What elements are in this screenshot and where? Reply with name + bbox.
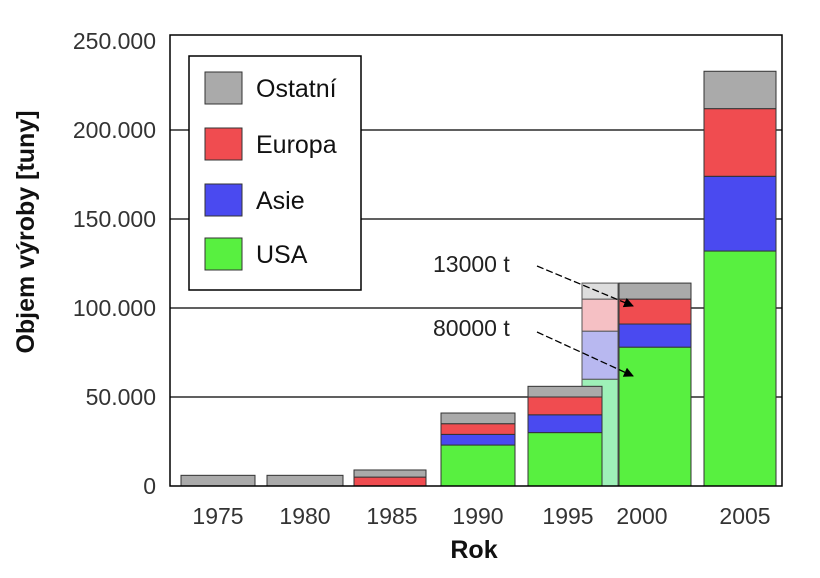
x-tick-label: 1990 [452,503,503,529]
legend-label-usa: USA [256,241,308,269]
legend-entries: Ostatní Europa Asie USA [204,71,337,271]
bar-2000-europa [618,298,692,325]
x-tick-label: 1995 [542,503,593,529]
bar-1990-ostatni [440,412,516,425]
bar-2005-ostatni [703,70,777,110]
x-tick-label: 1975 [192,503,243,529]
y-tick-label: 250.000 [73,28,156,54]
legend-label-asie: Asie [256,187,305,215]
x-tick-label: 1985 [366,503,417,529]
legend-swatch-asie [204,183,243,217]
bar-2000-usa [618,346,692,487]
y-axis-title: Objem výroby [tuny] [12,110,40,353]
y-tick-label: 50.000 [86,384,156,410]
bar-1995-europa [527,396,603,416]
bar-2005-usa [703,250,777,487]
annotation-arrow-13000 [536,265,634,308]
x-tick-label: 2005 [719,503,770,529]
legend-label-ostatni: Ostatní [256,75,337,103]
legend-swatch-ostatni [204,71,243,105]
bar-1980-ostatni [266,474,344,487]
x-tick-label: 2000 [616,503,667,529]
y-tick-label: 100.000 [73,295,156,321]
bar-2005-asie [703,175,777,252]
bar-1990-asie [440,433,516,446]
annotations: 13000 t 80000 t [433,251,634,377]
annotation-13000: 13000 t [433,251,510,277]
bar-1990-usa [440,444,516,487]
legend-swatch-usa [204,237,243,271]
plot-area-border [169,34,783,487]
bar-1995-ostatni [527,385,603,398]
bar-1985-ostatni [353,469,427,478]
annotation-80000: 80000 t [433,315,510,341]
x-axis-title: Rok [450,536,497,564]
y-tick-label: 0 [143,473,156,499]
bar-projection-ostatni [581,282,619,300]
y-tick-label: 150.000 [73,206,156,232]
bar-1990-europa [440,423,516,435]
y-tick-labels: 0 50.000 100.000 150.000 200.000 250.000 [73,28,156,499]
legend: Ostatní Europa Asie USA [188,55,362,291]
bar-2000-ostatni [618,282,692,300]
legend-label-europa: Europa [256,131,337,159]
bars [180,70,777,487]
y-tick-label: 200.000 [73,117,156,143]
bar-1995-usa [527,432,603,487]
bar-1985-europa [353,476,427,487]
bar-2000-asie [618,323,692,348]
x-tick-labels: 1975 1980 1985 1990 1995 2000 2005 [192,503,770,529]
legend-swatch-europa [204,127,243,161]
bar-projection-europa [581,298,619,332]
bar-2005-europa [703,108,777,177]
bar-1975-ostatni [180,474,256,487]
x-tick-label: 1980 [279,503,330,529]
bar-1995-asie [527,414,603,434]
annotation-arrow-80000 [536,331,634,377]
